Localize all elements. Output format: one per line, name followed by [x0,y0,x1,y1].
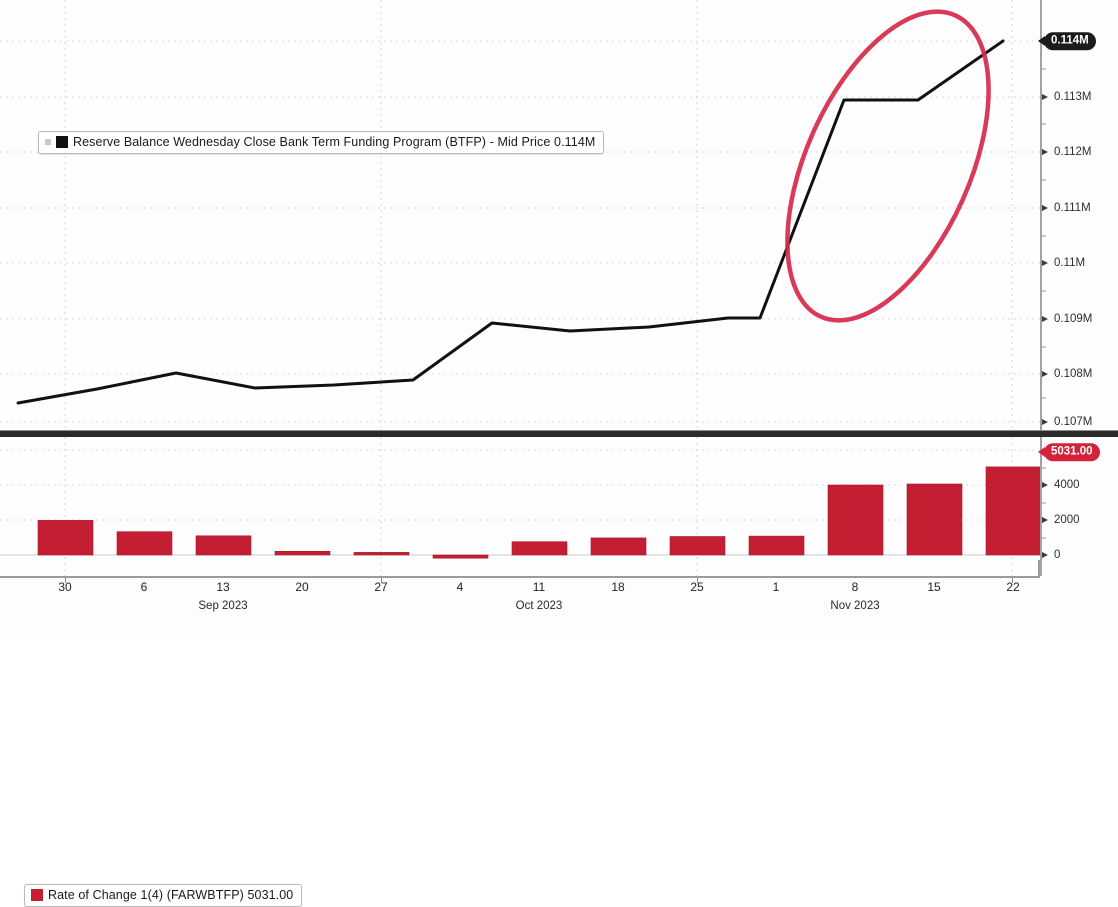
surge-highlight-ellipse [785,9,991,323]
rate-of-change-bars [37,466,1042,559]
price-ytick-label-0108: 0.108M [1054,368,1093,380]
price-ytick-arrow-0113 [1042,94,1048,100]
price-ytick-label-011: 0.11M [1054,257,1086,269]
rate-ytick-label-0: 0 [1054,549,1061,561]
price-y-axis [1040,0,1042,430]
price-ytick-label-0112: 0.112M [1054,146,1092,158]
bar-20 [274,551,331,556]
price-current-value-badge[interactable]: 0.114M [1044,32,1096,50]
x-tick-day-25: 25 [690,580,704,594]
price-ytick-arrow-0112 [1042,149,1048,155]
x-tick-day-22: 22 [1006,580,1020,594]
rate-ytick-minor [1042,467,1046,469]
price-ytick-arrow-011 [1042,260,1048,266]
x-axis-tick-mark [697,578,698,583]
x-tick-day-27: 27 [374,580,388,594]
rate-current-value-badge[interactable]: 5031.00 [1044,443,1100,461]
bar-18 [590,537,647,556]
bar-30 [37,520,94,556]
price-badge-notch [1038,36,1045,46]
price-ytick-label-0107: 0.107M [1054,416,1093,428]
rate-legend-label: Rate of Change 1(4) (FARWBTFP) 5031.00 [48,888,294,902]
rate-ytick-label-2000: 2000 [1054,514,1080,526]
price-ytick-label-0113: 0.113M [1054,91,1092,103]
bar-11 [511,541,568,556]
x-tick-day-6: 6 [140,580,148,594]
x-tick-month-sep: Sep 2023 [198,600,248,612]
price-ytick-minor [1042,123,1046,125]
price-ytick-minor [1042,235,1046,237]
rate-legend[interactable]: Rate of Change 1(4) (FARWBTFP) 5031.00 [24,884,303,907]
x-tick-day-20: 20 [295,580,309,594]
legend-color-swatch-rate [31,889,43,902]
bar-1 [748,535,805,556]
price-ytick-arrow-0107 [1042,419,1048,425]
rate-ytick-minor [1042,537,1046,539]
x-tick-day-4: 4 [456,580,464,594]
x-tick-day-13: 13 [216,580,230,594]
price-ytick-minor [1042,346,1046,348]
bar-8 [827,484,884,556]
price-ytick-arrow-0108 [1042,371,1048,377]
rate-ytick-arrow-4000 [1042,482,1048,488]
x-axis-tick-mark [381,578,382,583]
x-tick-day-8: 8 [851,580,859,594]
panel-divider [0,430,1118,438]
price-gridlines-vertical [64,0,1013,430]
price-ytick-label-0109: 0.109M [1054,313,1093,325]
price-chart-panel[interactable]: Reserve Balance Wednesday Close Bank Ter… [0,0,1118,430]
x-tick-day-30: 30 [58,580,72,594]
rate-plot-surface [0,437,1042,576]
price-ytick-minor [1042,397,1046,399]
price-ytick-arrow-0111 [1042,205,1048,211]
x-axis-tick-mark [65,578,66,583]
rate-of-change-panel[interactable]: Rate of Change 1(4) (FARWBTFP) 5031.00 [0,437,1118,907]
rate-ytick-arrow-0 [1042,552,1048,558]
rate-ytick-minor [1042,502,1046,504]
bar-4 [432,554,489,559]
price-gridlines-horizontal [0,40,1040,423]
x-tick-day-18: 18 [611,580,625,594]
x-axis-tick-mark [1012,578,1013,583]
x-axis-end-cap [1038,560,1040,578]
rate-badge-notch [1038,447,1045,457]
rate-y-axis [1040,437,1042,576]
legend-color-swatch-price [56,136,68,149]
legend-handle-icon [45,139,51,146]
x-tick-day-11: 11 [532,580,546,594]
x-tick-day-1: 1 [772,580,780,594]
x-tick-month-nov: Nov 2023 [830,600,880,612]
price-ytick-minor [1042,68,1046,70]
rate-ytick-label-4000: 4000 [1054,479,1080,491]
x-tick-day-15: 15 [927,580,941,594]
bar-22 [985,466,1042,556]
x-tick-month-oct: Oct 2023 [515,600,563,612]
price-ytick-label-0111: 0.111M [1054,202,1091,214]
rate-ytick-arrow-2000 [1042,517,1048,523]
bar-6 [116,531,173,556]
price-ytick-arrow-0109 [1042,316,1048,322]
price-legend-label: Reserve Balance Wednesday Close Bank Ter… [73,135,596,149]
bar-25 [669,536,726,556]
price-ytick-minor [1042,179,1046,181]
price-plot-surface [0,0,1040,430]
bar-15 [906,483,963,556]
bar-27 [353,552,410,556]
x-axis-line [0,576,1040,578]
price-ytick-minor [1042,290,1046,292]
bar-13 [195,535,252,556]
btfp-price-line [16,39,1005,405]
price-legend[interactable]: Reserve Balance Wednesday Close Bank Ter… [38,131,605,154]
